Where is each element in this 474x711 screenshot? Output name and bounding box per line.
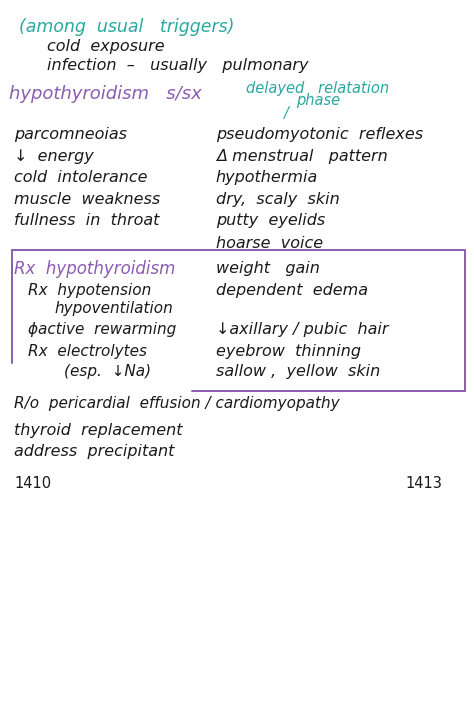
Text: Rx  hypothyroidism: Rx hypothyroidism	[14, 260, 175, 278]
Text: 1410: 1410	[14, 476, 51, 491]
Text: sallow ,  yellow  skin: sallow , yellow skin	[216, 363, 380, 379]
Text: ↓axillary / pubic  hair: ↓axillary / pubic hair	[216, 322, 388, 338]
Text: infection  –   usually   pulmonary: infection – usually pulmonary	[47, 58, 309, 73]
Text: delayed   relatation: delayed relatation	[246, 80, 390, 96]
Text: dry,  scaly  skin: dry, scaly skin	[216, 191, 339, 207]
Text: hoarse  voice: hoarse voice	[216, 235, 323, 251]
Text: Rx  electrolytes: Rx electrolytes	[28, 343, 147, 359]
Text: muscle  weakness: muscle weakness	[14, 191, 161, 207]
Text: ϕactive  rewarming: ϕactive rewarming	[28, 322, 177, 338]
Text: address  precipitant: address precipitant	[14, 444, 174, 459]
Text: R/o  pericardial  effusion / cardiomyopathy: R/o pericardial effusion / cardiomyopath…	[14, 396, 340, 412]
Text: thyroid  replacement: thyroid replacement	[14, 422, 182, 438]
Text: hypothyroidism   s/sx: hypothyroidism s/sx	[9, 85, 202, 103]
Text: Δ menstrual   pattern: Δ menstrual pattern	[216, 149, 387, 164]
Text: Rx  hypotension: Rx hypotension	[28, 282, 152, 298]
Text: cold  intolerance: cold intolerance	[14, 170, 148, 186]
Text: ↓  energy: ↓ energy	[14, 149, 94, 164]
Text: fullness  in  throat: fullness in throat	[14, 213, 160, 228]
Text: parcomneoias: parcomneoias	[14, 127, 127, 142]
Text: hypothermia: hypothermia	[216, 170, 318, 186]
Text: pseudomyotonic  reflexes: pseudomyotonic reflexes	[216, 127, 423, 142]
Text: dependent  edema: dependent edema	[216, 282, 368, 298]
Text: (esp.  ↓Na): (esp. ↓Na)	[64, 363, 151, 379]
Text: (among  usual   triggers): (among usual triggers)	[19, 18, 234, 36]
Text: hypoventilation: hypoventilation	[55, 301, 173, 316]
Text: cold  exposure: cold exposure	[47, 39, 165, 55]
Text: weight   gain: weight gain	[216, 261, 319, 277]
Text: 1413: 1413	[405, 476, 442, 491]
Text: phase: phase	[296, 93, 340, 109]
Text: /: /	[283, 106, 288, 122]
Text: eyebrow  thinning: eyebrow thinning	[216, 343, 361, 359]
Text: putty  eyelids: putty eyelids	[216, 213, 325, 228]
